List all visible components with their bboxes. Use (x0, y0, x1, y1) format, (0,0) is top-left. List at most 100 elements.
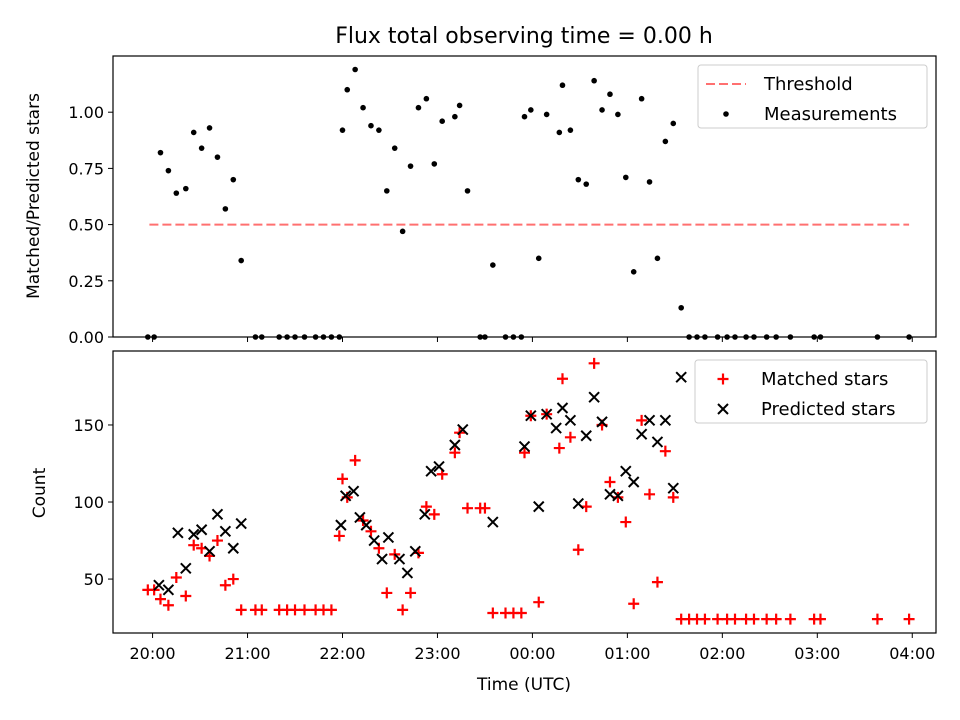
data-point-0-0 (662, 138, 669, 145)
data-point-1-1 (368, 534, 380, 547)
data-point-0-0 (787, 334, 794, 340)
data-point-1-0 (604, 476, 616, 488)
y-tick-label-1: 100 (73, 493, 104, 512)
data-point-0-0 (874, 334, 881, 340)
data-point-1-1 (659, 414, 672, 427)
data-point-1-0 (420, 501, 432, 513)
data-point-0-0 (222, 206, 229, 212)
data-point-1-0 (227, 573, 239, 585)
data-point-1-0 (325, 604, 337, 616)
data-point-1-0 (770, 613, 782, 625)
data-point-0-0 (714, 334, 721, 340)
data-point-1-1 (588, 391, 600, 403)
data-point-1-1 (188, 528, 200, 541)
data-point-0-0 (238, 257, 244, 264)
data-point-1-1 (643, 414, 656, 427)
data-point-0-0 (817, 334, 824, 340)
data-point-0-0 (615, 111, 621, 118)
y-tick-label-1: 150 (73, 416, 104, 435)
data-point-1-0 (397, 604, 409, 616)
data-point-1-1 (433, 460, 445, 473)
bottom-chart-ylabel: Count (30, 467, 50, 518)
data-point-1-0 (553, 442, 565, 454)
data-point-0-0 (694, 334, 700, 340)
data-point-0-0 (415, 104, 422, 111)
data-point-1-0 (761, 613, 773, 625)
x-tick-label: 04:00 (889, 644, 935, 663)
data-point-0-0 (543, 111, 550, 118)
data-point-1-0 (449, 447, 461, 459)
data-point-1-1 (627, 476, 640, 488)
data-point-1-1 (180, 562, 192, 574)
data-point-0-0 (352, 66, 358, 73)
data-point-0-0 (252, 334, 259, 340)
data-point-1-0 (515, 607, 527, 619)
x-tick-label: 03:00 (794, 644, 840, 663)
data-point-1-1 (195, 524, 208, 536)
data-point-1-0 (235, 604, 247, 616)
data-point-1-0 (729, 613, 741, 625)
data-point-0-0 (376, 127, 382, 133)
y-tick-label-0: 0.25 (68, 272, 104, 291)
data-point-1-0 (188, 539, 200, 551)
data-point-1-0 (644, 488, 656, 500)
data-point-1-1 (449, 439, 461, 451)
x-tick-label: 21:00 (224, 644, 270, 663)
data-point-1-1 (235, 517, 247, 530)
data-point-0-0 (183, 185, 189, 192)
data-point-0-0 (670, 120, 677, 127)
data-point-0-0 (190, 129, 197, 136)
data-point-0-0 (439, 118, 446, 124)
data-point-0-0 (622, 174, 629, 181)
data-point-1-0 (365, 525, 377, 537)
data-point-0-0 (336, 334, 343, 340)
data-point-1-1 (401, 567, 414, 579)
legend-swatch-1-0 (717, 373, 729, 385)
data-point-0-0 (165, 167, 172, 174)
data-point-0-0 (214, 154, 221, 160)
data-point-0-0 (399, 228, 406, 235)
data-point-1-0 (479, 502, 491, 514)
data-point-1-0 (628, 598, 640, 610)
data-point-1-1 (580, 430, 592, 442)
data-point-1-1 (360, 519, 372, 531)
data-point-0-0 (173, 190, 180, 196)
data-point-1-1 (382, 531, 395, 544)
data-point-1-0 (519, 447, 530, 459)
data-point-0-0 (431, 161, 438, 167)
data-point-0-0 (301, 334, 308, 340)
data-point-1-0 (211, 535, 223, 547)
data-point-0-0 (464, 188, 471, 194)
data-point-1-0 (651, 576, 663, 588)
data-point-0-0 (906, 334, 912, 340)
data-point-1-0 (712, 613, 724, 625)
data-point-1-1 (540, 408, 553, 420)
data-point-1-1 (533, 500, 545, 513)
data-point-1-1 (219, 525, 232, 538)
data-point-1-0 (533, 596, 545, 608)
data-point-1-1 (635, 428, 648, 440)
axes-frame-0 (112, 55, 937, 338)
data-point-0-0 (391, 145, 398, 151)
data-point-0-0 (773, 334, 779, 340)
data-point-1-1 (620, 465, 632, 477)
data-point-1-0 (349, 454, 361, 466)
data-point-1-0 (333, 530, 345, 542)
data-point-1-0 (572, 544, 584, 556)
data-point-1-0 (154, 593, 166, 605)
data-point-0-0 (654, 255, 661, 262)
y-tick-label-0: 0.00 (68, 328, 104, 347)
bottom-chart-xlabel: Time (UTC) (476, 675, 571, 695)
data-point-0-0 (591, 77, 597, 84)
data-point-1-1 (612, 490, 624, 502)
data-point-0-0 (452, 113, 458, 120)
data-point-1-1 (596, 416, 608, 428)
data-point-1-1 (227, 542, 239, 554)
data-point-1-0 (699, 613, 711, 625)
legend-swatch-0-1 (723, 111, 729, 117)
data-point-0-0 (230, 176, 237, 183)
data-point-1-1 (556, 402, 569, 414)
data-point-0-0 (206, 125, 213, 131)
data-point-0-0 (384, 188, 390, 194)
